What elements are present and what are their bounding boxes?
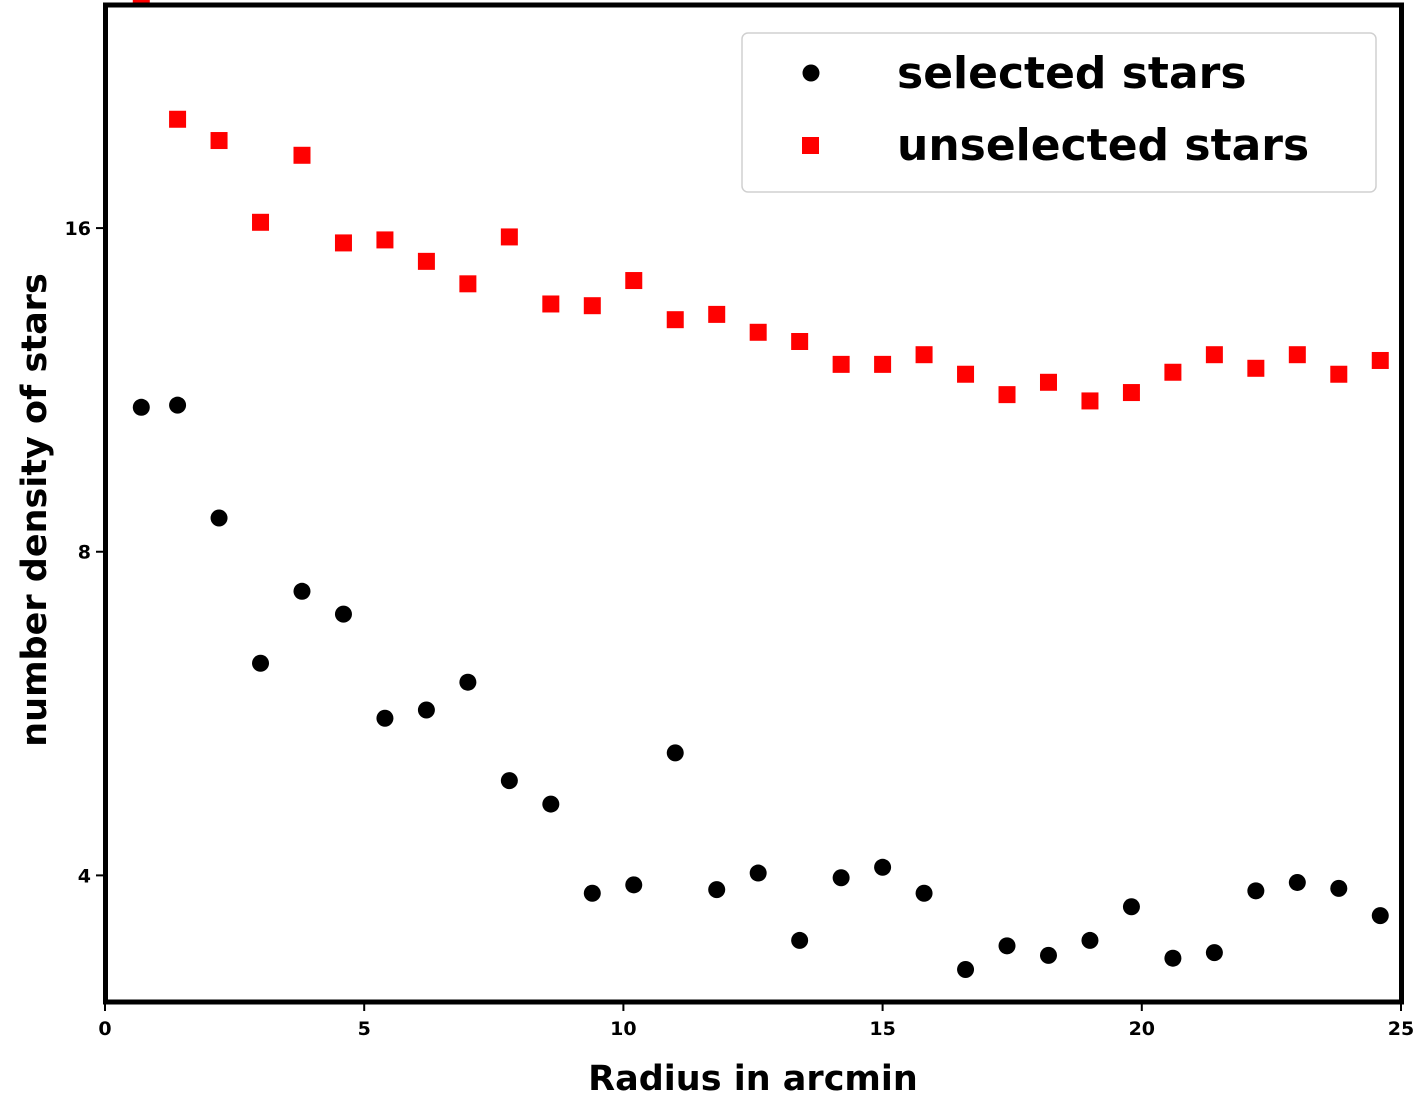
point-unselected-stars [832,355,850,373]
legend-marker-unselected [802,137,819,154]
point-selected-stars [210,509,228,527]
point-selected-stars [1288,873,1306,891]
point-selected-stars [334,605,352,623]
point-unselected-stars [500,228,518,246]
y-tick-label: 16 [65,218,91,240]
point-unselected-stars [1122,384,1140,402]
point-unselected-stars [1081,392,1099,410]
x-tick-label: 25 [1388,1018,1414,1040]
point-unselected-stars [1039,373,1057,391]
point-selected-stars [252,654,270,672]
x-tick-label: 10 [610,1018,636,1040]
point-selected-stars [1081,931,1099,949]
point-selected-stars [583,884,601,902]
point-selected-stars [749,864,767,882]
point-selected-stars [998,937,1016,955]
legend-label-selected: selected stars [897,48,1247,99]
point-unselected-stars [749,323,767,341]
point-unselected-stars [915,346,933,364]
x-tick-label: 15 [869,1018,895,1040]
y-axis-label: number density of stars [15,273,55,747]
point-unselected-stars [1205,346,1223,364]
point-selected-stars [832,869,850,887]
point-unselected-stars [334,234,352,252]
point-unselected-stars [1330,365,1348,383]
point-unselected-stars [1371,351,1389,369]
point-selected-stars [1371,907,1389,925]
y-axis-ticks: 4 8 16 [65,218,105,887]
x-axis-ticks: 0 5 10 15 20 25 [98,1002,1414,1040]
point-selected-stars [376,709,394,727]
point-selected-stars [1205,944,1223,962]
legend-label-unselected: unselected stars [897,120,1309,171]
point-selected-stars [915,884,933,902]
point-unselected-stars [1247,359,1265,377]
point-unselected-stars [625,272,643,290]
legend: selected stars unselected stars [741,32,1377,193]
point-selected-stars [1330,879,1348,897]
point-unselected-stars [132,0,150,5]
x-tick-label: 0 [98,1018,111,1040]
point-selected-stars [459,673,477,691]
point-selected-stars [500,772,518,790]
point-selected-stars [1247,882,1265,900]
point-unselected-stars [1164,363,1182,381]
y-tick-label: 4 [78,865,91,887]
y-tick-label: 8 [78,542,91,564]
point-unselected-stars [583,297,601,315]
point-selected-stars [132,398,150,416]
x-tick-label: 20 [1129,1018,1155,1040]
point-unselected-stars [293,146,311,164]
point-unselected-stars [542,295,560,313]
point-selected-stars [666,744,684,762]
point-unselected-stars [376,231,394,249]
point-selected-stars [791,931,809,949]
point-selected-stars [417,701,435,719]
point-selected-stars [957,960,975,978]
x-axis-label: Radius in arcmin [588,1059,918,1093]
point-unselected-stars [459,275,477,293]
point-unselected-stars [252,213,270,231]
point-selected-stars [1039,946,1057,964]
x-tick-label: 5 [358,1018,371,1040]
point-selected-stars [1164,949,1182,967]
point-selected-stars [874,858,892,876]
data-points [132,0,1389,978]
legend-box [741,32,1377,193]
point-selected-stars [625,876,643,894]
point-unselected-stars [791,332,809,350]
point-unselected-stars [708,305,726,323]
point-selected-stars [293,582,311,600]
point-selected-stars [708,881,726,899]
point-unselected-stars [1288,346,1306,364]
point-unselected-stars [998,386,1016,404]
point-unselected-stars [874,355,892,373]
point-unselected-stars [169,110,187,128]
point-unselected-stars [210,132,228,150]
point-unselected-stars [666,311,684,329]
point-selected-stars [542,795,560,813]
legend-marker-selected [802,64,820,82]
point-selected-stars [169,396,187,414]
plot-frame [103,2,1404,1005]
point-unselected-stars [417,252,435,270]
point-selected-stars [1122,898,1140,916]
point-unselected-stars [957,365,975,383]
